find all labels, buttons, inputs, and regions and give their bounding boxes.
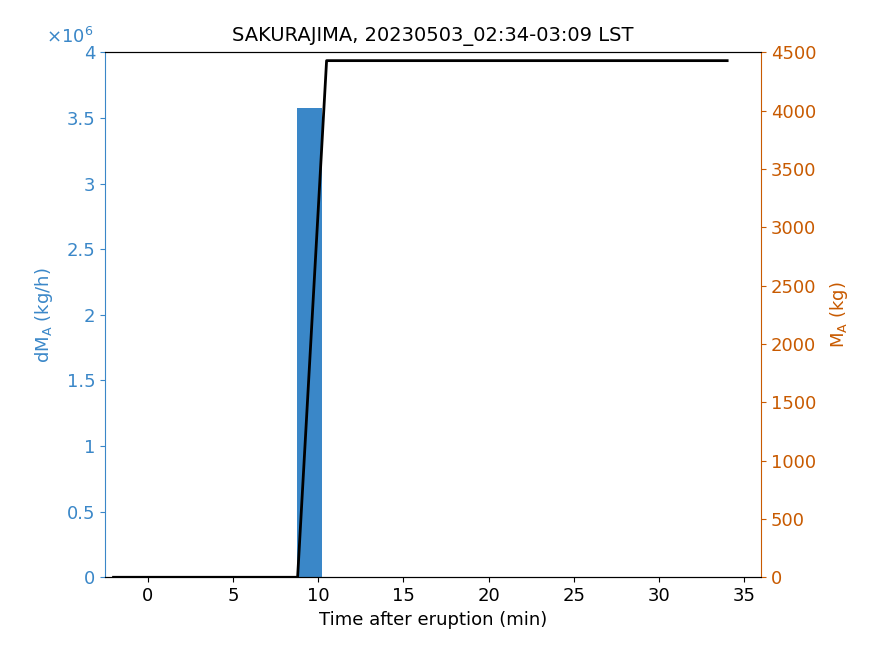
Bar: [297, 108, 322, 577]
Y-axis label: M$_\mathrm{A}$ (kg): M$_\mathrm{A}$ (kg): [828, 281, 850, 348]
Text: $\times 10^6$: $\times 10^6$: [46, 27, 94, 47]
X-axis label: Time after eruption (min): Time after eruption (min): [319, 611, 547, 628]
Y-axis label: dM$_\mathrm{A}$ (kg/h): dM$_\mathrm{A}$ (kg/h): [33, 267, 55, 363]
Title: SAKURAJIMA, 20230503_02:34-03:09 LST: SAKURAJIMA, 20230503_02:34-03:09 LST: [233, 28, 634, 47]
